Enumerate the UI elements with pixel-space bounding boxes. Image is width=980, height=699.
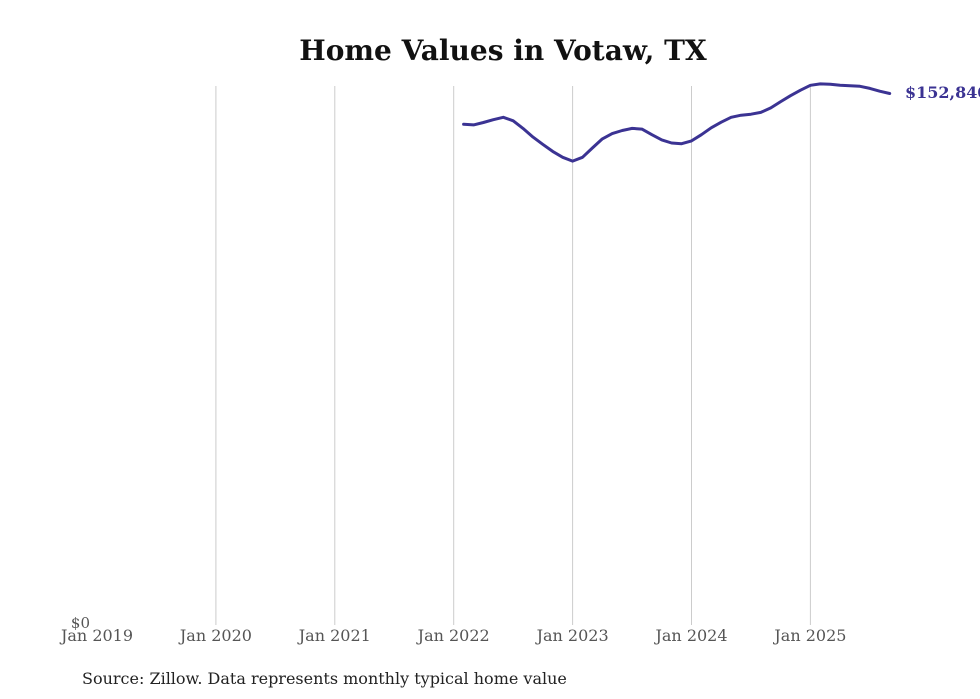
chart-title: Home Values in Votaw, TX	[299, 34, 707, 67]
x-tick-label: Jan 2022	[416, 626, 490, 645]
x-axis-ticks: Jan 2019 Jan 2020 Jan 2021 Jan 2022 Jan 2023…	[59, 626, 846, 645]
x-tick-label: Jan 2025	[772, 626, 846, 645]
x-tick-label: Jan 2024	[653, 626, 727, 645]
source-note: Source: Zillow. Data represents monthly …	[82, 669, 567, 688]
x-tick-label: Jan 2021	[297, 626, 371, 645]
y-tick-label-zero: $0	[71, 614, 90, 632]
home-value-line	[462, 82, 892, 163]
x-tick-label: Jan 2020	[178, 626, 252, 645]
x-tick-label: Jan 2019	[59, 626, 133, 645]
latest-value-label: $152,840	[905, 83, 980, 102]
x-tick-label: Jan 2023	[535, 626, 609, 645]
vertical-gridlines	[215, 86, 811, 625]
